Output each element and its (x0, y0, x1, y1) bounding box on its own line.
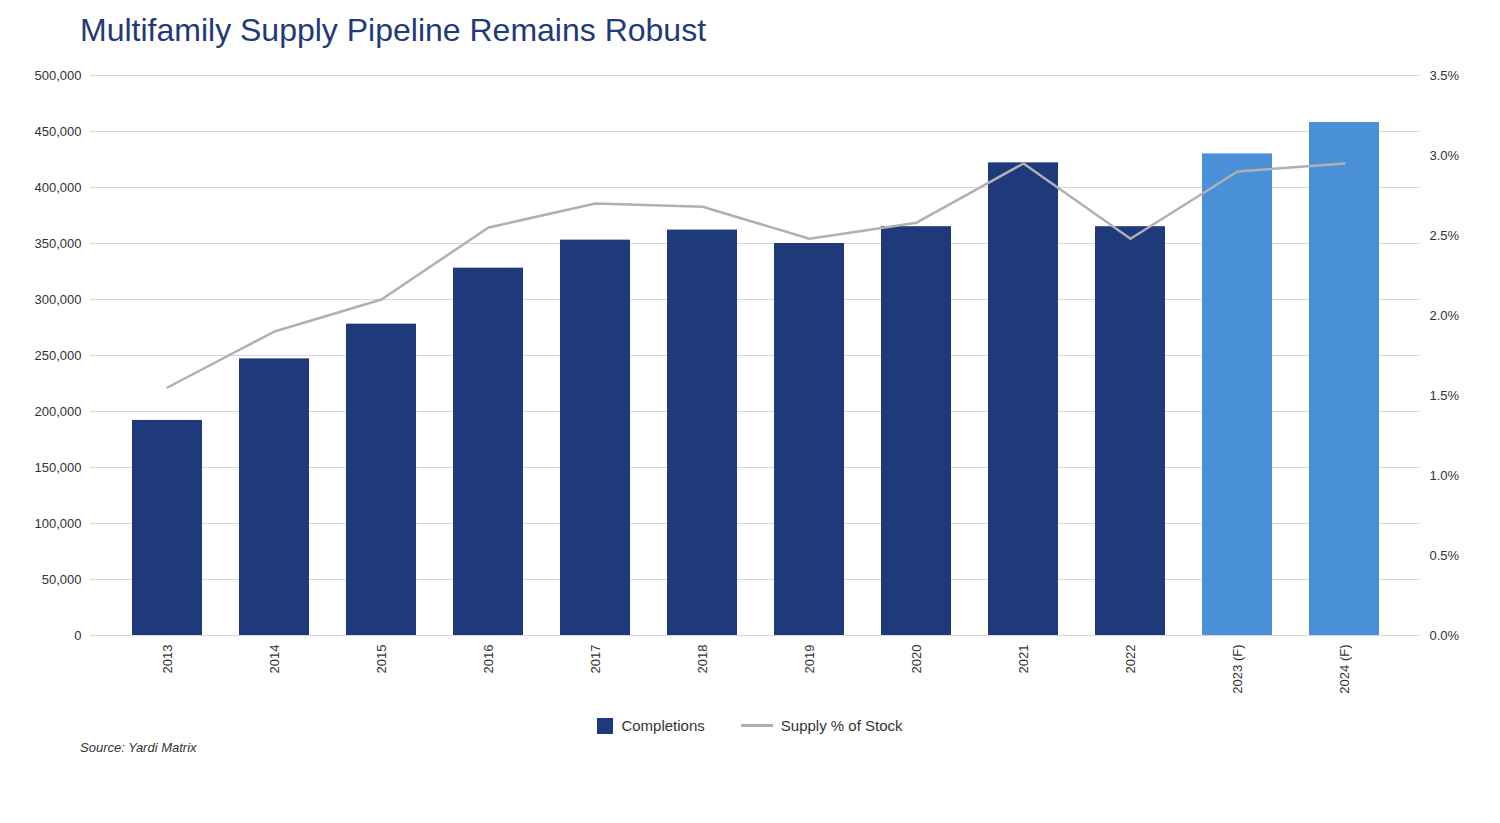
svg-text:350,000: 350,000 (35, 236, 82, 251)
svg-text:3.5%: 3.5% (1430, 68, 1460, 83)
svg-text:2014: 2014 (267, 645, 282, 674)
svg-text:100,000: 100,000 (35, 516, 82, 531)
svg-text:0: 0 (74, 628, 81, 643)
svg-text:2017: 2017 (588, 645, 603, 674)
svg-text:300,000: 300,000 (35, 292, 82, 307)
svg-text:400,000: 400,000 (35, 180, 82, 195)
svg-text:0.0%: 0.0% (1430, 628, 1460, 643)
svg-text:1.5%: 1.5% (1430, 388, 1460, 403)
svg-text:2022: 2022 (1123, 645, 1138, 674)
svg-text:2019: 2019 (802, 645, 817, 674)
html-text:Supply % of Stock: Supply % of Stock (780, 717, 903, 734)
svg-text:2024 (F): 2024 (F) (1337, 645, 1352, 694)
svg-text:2023 (F): 2023 (F) (1230, 645, 1245, 694)
svg-text:1.0%: 1.0% (1430, 468, 1460, 483)
svg-text:3.0%: 3.0% (1430, 148, 1460, 163)
svg-text:0.5%: 0.5% (1430, 548, 1460, 563)
svg-text:2020: 2020 (909, 645, 924, 674)
svg-text:2021: 2021 (1016, 645, 1031, 674)
html-text:Completions: Completions (621, 717, 705, 734)
svg-text:2015: 2015 (374, 645, 389, 674)
svg-text:2016: 2016 (481, 645, 496, 674)
svg-text:500,000: 500,000 (35, 68, 82, 83)
html-text:Source: Yardi Matrix: Source: Yardi Matrix (80, 740, 197, 755)
svg-text:250,000: 250,000 (35, 348, 82, 363)
svg-text:2013: 2013 (160, 645, 175, 674)
svg-text:2.5%: 2.5% (1430, 228, 1460, 243)
html-text:Multifamily Supply Pipeline Re: Multifamily Supply Pipeline Remains Robu… (80, 12, 706, 48)
svg-text:50,000: 50,000 (42, 572, 82, 587)
svg-text:450,000: 450,000 (35, 124, 82, 139)
svg-text:2018: 2018 (695, 645, 710, 674)
svg-text:200,000: 200,000 (35, 404, 82, 419)
svg-text:150,000: 150,000 (35, 460, 82, 475)
svg-text:2.0%: 2.0% (1430, 308, 1460, 323)
